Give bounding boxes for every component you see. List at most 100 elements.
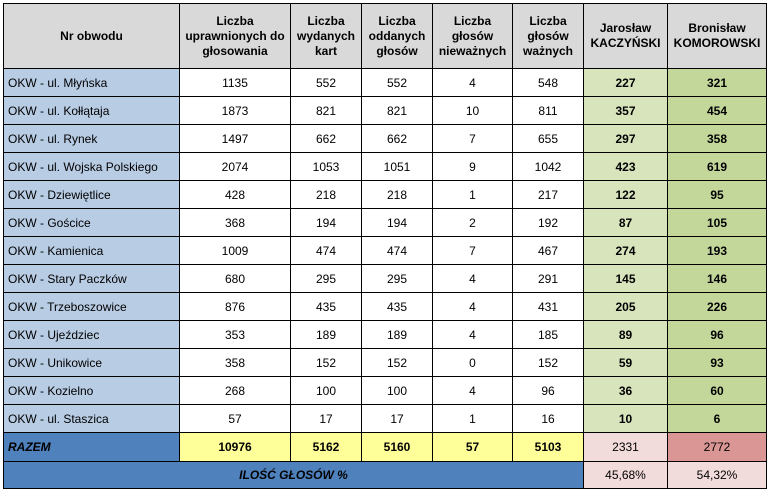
cell-cast: 474 [361,236,433,265]
cell-kaczynski: 36 [583,376,668,405]
cell-eligible: 57 [179,404,291,433]
cell-issued: 435 [290,292,362,321]
cell-kaczynski: 122 [583,180,668,209]
cell-eligible: 1135 [179,68,291,97]
cell-cast: 100 [361,376,433,405]
cell-valid: 291 [512,264,584,293]
cell-invalid: 9 [432,152,513,181]
cell-issued: 552 [290,68,362,97]
cell-invalid: 4 [432,68,513,97]
cell-valid: 655 [512,124,584,153]
percent-kaczynski: 45,68% [583,461,668,489]
table-row: OKW - ul. Młyńska 1135 552 552 4 548 227 321 [3,68,767,97]
table-row: OKW - Kozielno 268 100 100 4 96 36 60 [3,376,767,405]
cell-invalid: 7 [432,236,513,265]
cell-valid: 185 [512,320,584,349]
cell-komorowski: 454 [667,96,767,125]
cell-cast: 152 [361,348,433,377]
header-issued: Liczba wydanych kart [290,3,362,69]
cell-kaczynski: 59 [583,348,668,377]
cell-kaczynski: 10 [583,404,668,433]
cell-komorowski: 96 [667,320,767,349]
cell-issued: 100 [290,376,362,405]
cell-issued: 474 [290,236,362,265]
cell-cast: 295 [361,264,433,293]
cell-cast: 194 [361,208,433,237]
table-row: OKW - Trzeboszowice 876 435 435 4 431 205 226 [3,292,767,321]
cell-komorowski: 193 [667,236,767,265]
cell-eligible: 268 [179,376,291,405]
cell-kaczynski: 357 [583,96,668,125]
header-eligible: Liczba uprawnionych do głosowania [179,3,291,69]
header-district: Nr obwodu [3,3,180,69]
cell-eligible: 1009 [179,236,291,265]
cell-valid: 217 [512,180,584,209]
cell-district: OKW - Unikowice [3,348,180,377]
header-cast: Liczba oddanych głosów [361,3,433,69]
cell-komorowski: 619 [667,152,767,181]
cell-valid: 548 [512,68,584,97]
cell-valid: 1042 [512,152,584,181]
cell-district: OKW - ul. Młyńska [3,68,180,97]
total-row: RAZEM 10976 5162 5160 57 5103 2331 2772 [3,432,767,462]
cell-district: OKW - ul. Rynek [3,124,180,153]
cell-invalid: 4 [432,292,513,321]
cell-district: OKW - Ujeździec [3,320,180,349]
cell-district: OKW - Trzeboszowice [3,292,180,321]
cell-cast: 189 [361,320,433,349]
cell-eligible: 2074 [179,152,291,181]
cell-district: OKW - Kozielno [3,376,180,405]
cell-invalid: 0 [432,348,513,377]
cell-issued: 194 [290,208,362,237]
cell-valid: 467 [512,236,584,265]
cell-issued: 152 [290,348,362,377]
table-row: OKW - Unikowice 358 152 152 0 152 59 93 [3,348,767,377]
table-row: OKW - ul. Kołłątaja 1873 821 821 10 811 357 454 [3,96,767,125]
cell-komorowski: 226 [667,292,767,321]
cell-komorowski: 60 [667,376,767,405]
total-issued: 5162 [290,432,362,462]
cell-valid: 16 [512,404,584,433]
cell-issued: 662 [290,124,362,153]
cell-komorowski: 358 [667,124,767,153]
cell-district: OKW - Gościce [3,208,180,237]
header-kaczynski: Jarosław KACZYŃSKI [583,3,668,69]
cell-kaczynski: 89 [583,320,668,349]
cell-komorowski: 6 [667,404,767,433]
cell-valid: 192 [512,208,584,237]
cell-invalid: 4 [432,376,513,405]
header-valid: Liczba głosów ważnych [512,3,584,69]
header-row: Nr obwodu Liczba uprawnionych do głosowa… [3,3,767,69]
cell-eligible: 368 [179,208,291,237]
cell-kaczynski: 423 [583,152,668,181]
total-valid: 5103 [512,432,584,462]
cell-issued: 295 [290,264,362,293]
cell-cast: 218 [361,180,433,209]
total-cast: 5160 [361,432,433,462]
cell-issued: 821 [290,96,362,125]
cell-issued: 17 [290,404,362,433]
table-row: OKW - ul. Wojska Polskiego 2074 1053 1051 9 1… [3,152,767,181]
cell-komorowski: 105 [667,208,767,237]
cell-invalid: 1 [432,404,513,433]
cell-eligible: 428 [179,180,291,209]
header-komorowski: Bronisław KOMOROWSKI [667,3,767,69]
table-row: OKW - Dziewiętlice 428 218 218 1 217 122 95 [3,180,767,209]
cell-invalid: 4 [432,264,513,293]
cell-district: OKW - ul. Staszica [3,404,180,433]
cell-district: OKW - ul. Wojska Polskiego [3,152,180,181]
cell-district: OKW - Kamienica [3,236,180,265]
cell-issued: 189 [290,320,362,349]
cell-cast: 821 [361,96,433,125]
cell-komorowski: 146 [667,264,767,293]
percent-label: ILOŚĆ GŁOSÓW % [3,461,584,489]
cell-kaczynski: 145 [583,264,668,293]
cell-kaczynski: 274 [583,236,668,265]
table-row: OKW - ul. Staszica 57 17 17 1 16 10 6 [3,404,767,433]
cell-kaczynski: 227 [583,68,668,97]
header-invalid: Liczba głosów nieważnych [432,3,513,69]
cell-issued: 218 [290,180,362,209]
percent-komorowski: 54,32% [667,461,767,489]
cell-eligible: 358 [179,348,291,377]
cell-valid: 811 [512,96,584,125]
